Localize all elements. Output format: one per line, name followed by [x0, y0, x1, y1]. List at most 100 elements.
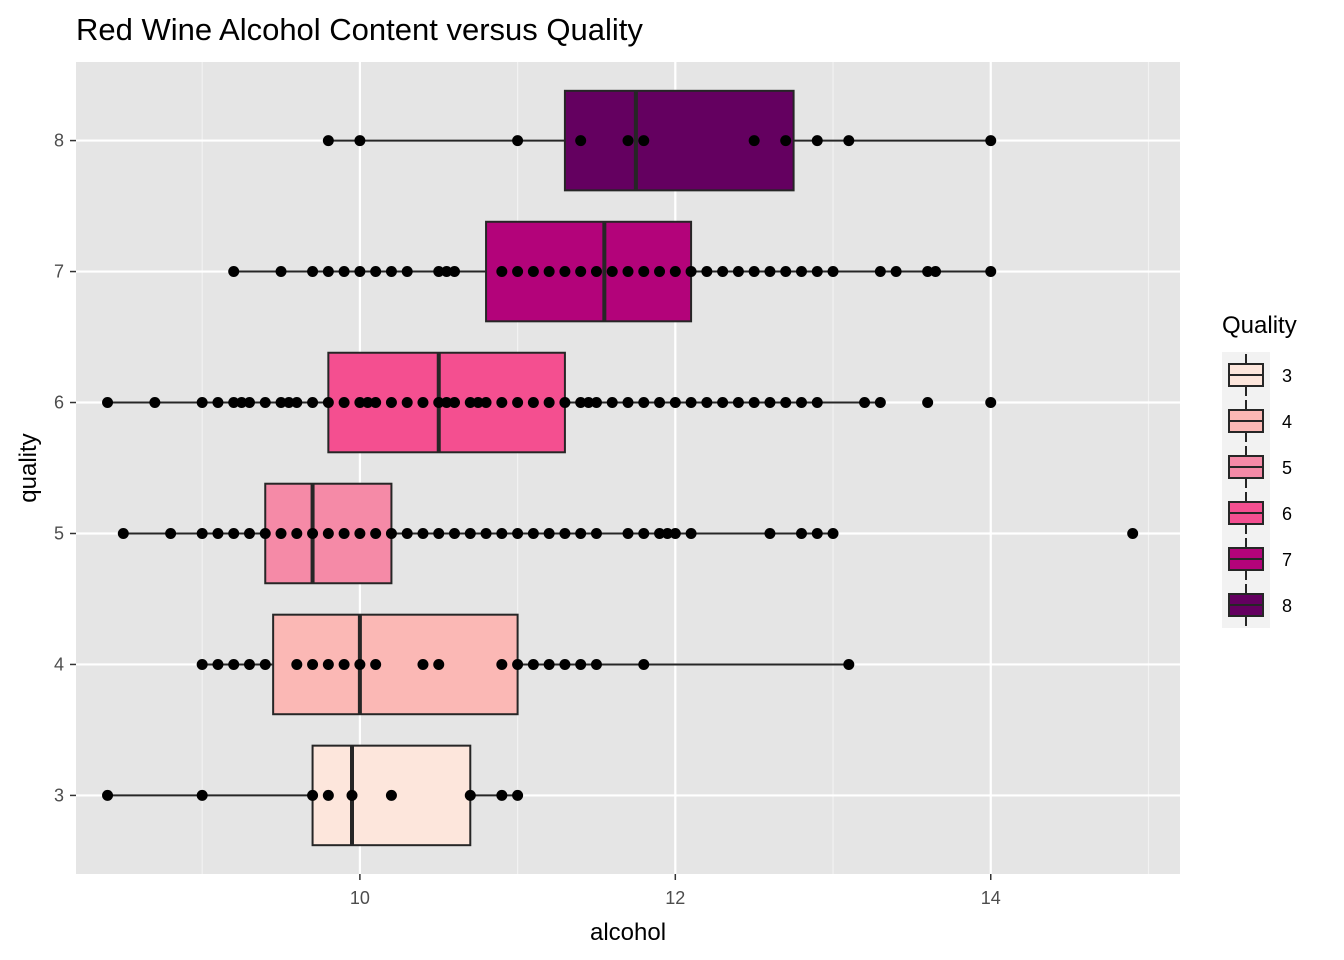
data-point — [354, 658, 366, 670]
data-point — [307, 658, 319, 670]
data-point — [622, 397, 634, 409]
data-point — [638, 266, 650, 278]
data-point — [338, 266, 350, 278]
data-point — [354, 527, 366, 539]
y-tick-label: 5 — [54, 523, 64, 543]
legend-title: Quality — [1222, 312, 1297, 339]
data-point — [196, 789, 208, 801]
data-point — [583, 397, 595, 409]
y-tick-label: 8 — [54, 131, 64, 151]
data-point — [575, 527, 587, 539]
data-point — [385, 397, 397, 409]
data-point — [811, 135, 823, 147]
data-point — [322, 658, 334, 670]
data-point — [985, 135, 997, 147]
data-point — [417, 397, 429, 409]
data-point — [701, 397, 713, 409]
data-point — [638, 397, 650, 409]
x-axis: 10 12 14 — [350, 874, 1001, 908]
data-point — [496, 266, 508, 278]
data-point — [890, 266, 902, 278]
data-point — [732, 397, 744, 409]
data-point — [259, 527, 271, 539]
data-point — [346, 789, 358, 801]
data-point — [291, 397, 303, 409]
data-point — [606, 397, 618, 409]
data-point — [401, 397, 413, 409]
data-point — [748, 135, 760, 147]
data-point — [669, 397, 681, 409]
data-point — [370, 397, 382, 409]
data-point — [811, 266, 823, 278]
data-point — [843, 658, 855, 670]
data-point — [307, 266, 319, 278]
data-point — [228, 658, 240, 670]
data-point — [543, 658, 555, 670]
data-point — [449, 266, 461, 278]
data-point — [685, 397, 697, 409]
data-point — [717, 397, 729, 409]
data-point — [512, 527, 524, 539]
data-point — [496, 658, 508, 670]
data-point — [228, 397, 240, 409]
data-point — [764, 397, 776, 409]
legend-label: 6 — [1282, 504, 1292, 524]
data-point — [559, 266, 571, 278]
data-point — [622, 266, 634, 278]
data-point — [338, 658, 350, 670]
data-point — [606, 266, 618, 278]
data-point — [780, 397, 792, 409]
data-point — [748, 397, 760, 409]
data-point — [669, 266, 681, 278]
data-point — [748, 266, 760, 278]
x-tick-label: 14 — [981, 888, 1001, 908]
data-point — [654, 397, 666, 409]
grid-minor — [201, 62, 1150, 874]
x-tick-label: 10 — [350, 888, 370, 908]
data-point — [322, 135, 334, 147]
data-point — [575, 266, 587, 278]
data-point — [212, 658, 224, 670]
data-point — [543, 527, 555, 539]
data-point — [433, 266, 445, 278]
data-point — [622, 135, 634, 147]
data-point — [212, 397, 224, 409]
data-point — [922, 266, 934, 278]
data-point — [354, 397, 366, 409]
data-point — [575, 658, 587, 670]
data-point — [433, 397, 445, 409]
data-point — [275, 397, 287, 409]
data-point — [780, 266, 792, 278]
data-point — [780, 135, 792, 147]
data-point — [496, 397, 508, 409]
data-point — [559, 527, 571, 539]
data-point — [590, 658, 602, 670]
data-point — [827, 266, 839, 278]
data-point — [543, 266, 555, 278]
data-point — [827, 527, 839, 539]
y-tick-label: 6 — [54, 393, 64, 413]
data-point — [102, 789, 114, 801]
data-points — [102, 135, 1139, 801]
legend: Quality 3 4 5 6 7 8 — [1222, 312, 1297, 628]
data-point — [385, 266, 397, 278]
legend-label: 4 — [1282, 412, 1292, 432]
data-point — [496, 789, 508, 801]
data-point — [354, 135, 366, 147]
data-point — [243, 527, 255, 539]
x-axis-label: alcohol — [590, 919, 666, 946]
data-point — [874, 266, 886, 278]
data-point — [354, 266, 366, 278]
data-point — [527, 658, 539, 670]
y-tick-label: 7 — [54, 262, 64, 282]
data-point — [228, 527, 240, 539]
data-point — [322, 266, 334, 278]
data-point — [338, 397, 350, 409]
data-point — [543, 397, 555, 409]
data-point — [512, 658, 524, 670]
data-point — [985, 266, 997, 278]
data-point — [559, 658, 571, 670]
data-point — [732, 266, 744, 278]
data-point — [638, 658, 650, 670]
data-point — [527, 527, 539, 539]
